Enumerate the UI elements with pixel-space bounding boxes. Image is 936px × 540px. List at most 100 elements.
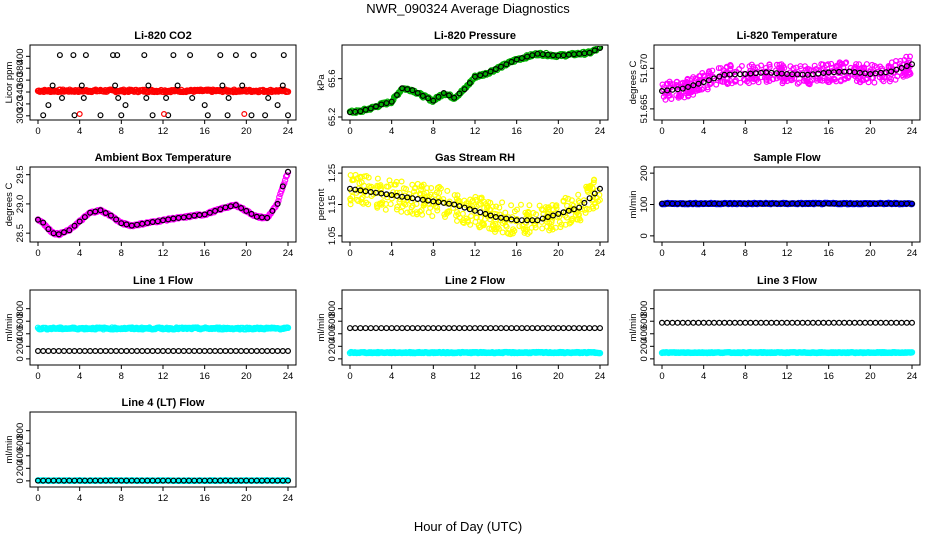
data-point: [522, 209, 529, 216]
data-point: [353, 196, 360, 203]
data-point: [163, 94, 170, 101]
data-point: [700, 319, 707, 326]
x-tick-label: 20: [865, 248, 876, 259]
data-point: [711, 75, 718, 82]
x-tick-label: 12: [158, 126, 169, 137]
data-point: [118, 348, 125, 355]
data-point: [690, 82, 697, 89]
data-point: [790, 65, 797, 72]
data-series: [34, 324, 292, 333]
data-point: [711, 319, 718, 326]
data-point: [791, 75, 798, 82]
data-point: [513, 325, 520, 332]
data-point: [269, 207, 276, 214]
data-point: [118, 220, 125, 227]
data-point: [123, 221, 130, 228]
x-tick-label: 0: [35, 371, 40, 382]
y-tick-label: 400: [327, 326, 338, 342]
data-point: [581, 325, 588, 332]
data-point: [425, 325, 432, 332]
y-tick-label: 0: [639, 233, 650, 238]
data-point: [419, 325, 426, 332]
data-point: [681, 94, 688, 101]
y-tick-label: 800: [15, 423, 26, 439]
data-point: [160, 348, 167, 355]
data-point: [428, 185, 435, 192]
data-point: [217, 52, 224, 59]
data-point: [349, 177, 356, 184]
data-point: [492, 325, 499, 332]
data-point: [581, 199, 588, 206]
data-point: [669, 319, 676, 326]
data-point: [451, 325, 458, 332]
x-tick-label: 24: [595, 126, 606, 137]
data-point: [154, 348, 161, 355]
data-point: [853, 77, 860, 84]
data-point: [816, 67, 823, 74]
data-point: [763, 319, 770, 326]
plot-frame: [29, 411, 297, 488]
data-point: [804, 319, 811, 326]
data-point: [118, 112, 125, 119]
data-series: [346, 348, 604, 357]
data-point: [58, 94, 65, 101]
data-series: [34, 168, 292, 238]
data-point: [690, 319, 697, 326]
x-tick-label: 20: [241, 248, 252, 259]
data-point: [414, 89, 421, 96]
data-point: [435, 325, 442, 332]
data-point: [76, 110, 83, 117]
data-series: [658, 319, 915, 326]
x-tick-label: 16: [199, 126, 210, 137]
data-point: [825, 79, 832, 86]
data-point: [590, 179, 597, 186]
y-tick-label: 400: [15, 448, 26, 464]
data-series: [658, 349, 916, 357]
data-point: [873, 64, 880, 71]
data-point: [867, 319, 874, 326]
data-point: [901, 70, 908, 77]
data-point: [752, 319, 759, 326]
data-point: [347, 325, 354, 332]
data-point: [695, 80, 702, 87]
data-point: [433, 199, 440, 206]
data-point: [373, 103, 380, 110]
data-point: [664, 319, 671, 326]
data-point: [165, 348, 172, 355]
series-layer: [658, 53, 915, 103]
data-point: [674, 319, 681, 326]
data-point: [399, 325, 406, 332]
data-point: [732, 77, 739, 84]
data-point: [534, 217, 541, 224]
data-point: [453, 195, 460, 202]
chart-panel: Line 4 (LT) Flow 0 4 8 12 16 20 24 0 200400600800…: [4, 397, 297, 504]
data-point: [404, 209, 411, 216]
data-point: [898, 64, 905, 71]
x-tick-label: 16: [199, 248, 210, 259]
data-point: [586, 195, 593, 202]
data-point: [60, 229, 67, 236]
data-point: [378, 325, 385, 332]
data-point: [383, 100, 390, 107]
data-point: [401, 200, 408, 207]
data-point: [387, 181, 394, 188]
series-layer: [34, 324, 292, 355]
data-point: [530, 209, 537, 216]
y-axis-label: percent: [316, 188, 327, 220]
data-point: [738, 62, 745, 69]
data-point: [570, 325, 577, 332]
data-point: [384, 194, 391, 201]
data-series: [658, 61, 915, 94]
data-point: [87, 348, 94, 355]
data-point: [467, 221, 474, 228]
data-point: [548, 219, 555, 226]
data-series: [347, 171, 603, 238]
data-point: [128, 348, 135, 355]
data-point: [539, 325, 546, 332]
data-point: [109, 52, 116, 59]
data-point: [510, 226, 517, 233]
data-point: [425, 95, 432, 102]
data-point: [851, 319, 858, 326]
data-point: [191, 348, 198, 355]
data-point: [773, 319, 780, 326]
